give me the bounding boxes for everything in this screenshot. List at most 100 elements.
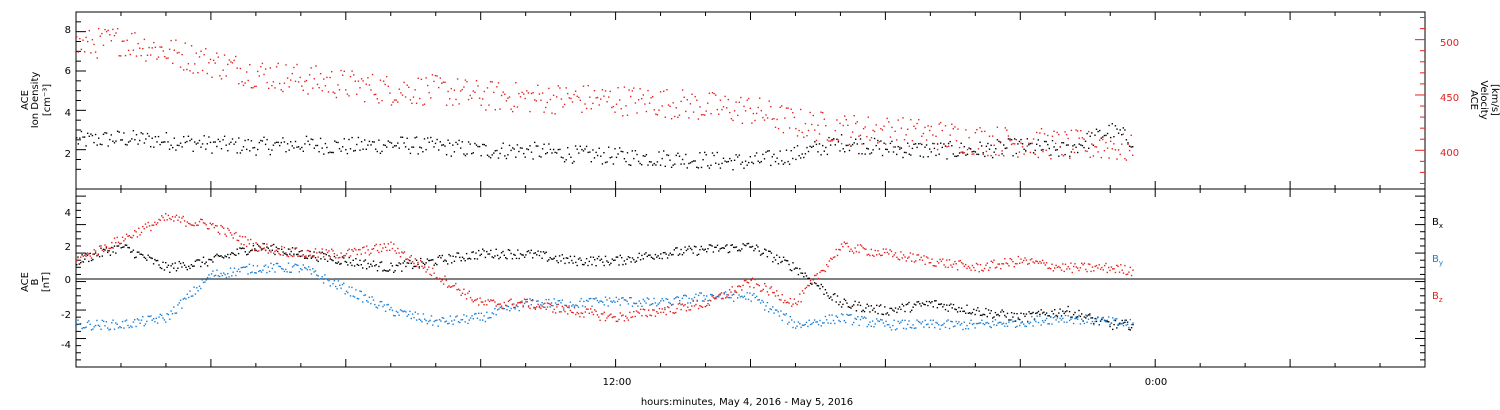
- bz-point: [294, 248, 296, 250]
- velocity-point: [958, 146, 961, 149]
- by-point: [1110, 322, 1113, 324]
- bz-point: [808, 285, 810, 287]
- by-point: [816, 321, 818, 323]
- by-point: [680, 304, 682, 306]
- bz-point: [668, 306, 670, 309]
- bx-point: [952, 303, 955, 306]
- density-point: [362, 148, 364, 150]
- bx-point: [301, 250, 303, 252]
- density-point: [1080, 144, 1082, 146]
- bx-point: [1125, 319, 1127, 321]
- bx-point: [580, 259, 582, 261]
- bz-point: [80, 256, 82, 258]
- by-point: [619, 304, 621, 306]
- bx-point: [870, 305, 872, 307]
- bz-point: [623, 320, 626, 322]
- bx-point: [274, 253, 276, 256]
- by-point: [552, 305, 554, 307]
- bx-point: [456, 252, 458, 254]
- p2-ytick-label: 0: [65, 275, 71, 286]
- velocity-point: [800, 108, 802, 111]
- velocity-point: [79, 37, 81, 40]
- bz-point: [820, 270, 822, 272]
- by-point: [206, 276, 209, 279]
- density-point: [494, 150, 496, 152]
- velocity-point: [759, 97, 761, 99]
- bx-point: [422, 262, 425, 264]
- density-point: [183, 136, 185, 138]
- density-point: [442, 144, 445, 146]
- density-point: [252, 147, 254, 149]
- by-point: [163, 319, 166, 321]
- velocity-point: [104, 28, 106, 31]
- bx-point: [612, 259, 615, 262]
- bx-point: [112, 251, 114, 253]
- bx-point: [615, 256, 617, 258]
- by-point: [677, 296, 680, 299]
- bx-point: [185, 266, 187, 268]
- bx-point: [100, 247, 102, 249]
- density-point: [179, 142, 182, 144]
- velocity-point: [532, 92, 534, 94]
- bz-point: [1126, 273, 1129, 275]
- velocity-point: [944, 125, 947, 127]
- bz-point: [769, 287, 771, 289]
- bz-point: [812, 279, 814, 281]
- bz-point: [351, 249, 353, 251]
- bz-point: [1125, 273, 1127, 276]
- bz-point: [291, 255, 294, 257]
- velocity-point: [881, 129, 884, 131]
- velocity-point: [515, 82, 517, 84]
- bx-point: [710, 244, 712, 246]
- density-point: [521, 147, 523, 149]
- density-point: [258, 141, 260, 144]
- by-point: [831, 314, 833, 316]
- bx-point: [607, 261, 609, 263]
- bx-point: [677, 254, 680, 256]
- bz-point: [229, 232, 232, 234]
- bz-point: [271, 244, 273, 246]
- bx-point: [1028, 311, 1030, 313]
- density-point: [976, 153, 978, 155]
- velocity-point: [567, 92, 569, 95]
- velocity-point: [839, 122, 841, 125]
- bx-point: [1075, 316, 1077, 318]
- bx-point: [917, 301, 920, 303]
- velocity-point: [115, 32, 117, 34]
- density-point: [568, 153, 570, 155]
- density-point: [947, 142, 950, 145]
- bx-point: [726, 244, 728, 246]
- velocity-point: [875, 124, 877, 126]
- density-point: [987, 142, 989, 145]
- density-point: [840, 134, 843, 136]
- by-point: [289, 271, 291, 273]
- density-point: [582, 150, 585, 152]
- by-point: [649, 304, 651, 306]
- velocity-point: [862, 128, 865, 130]
- by-point: [809, 323, 812, 326]
- density-point: [730, 160, 733, 162]
- bz-point: [527, 306, 530, 308]
- velocity-point: [976, 129, 978, 131]
- bz-point: [541, 305, 543, 307]
- by-point: [762, 301, 764, 303]
- density-point: [142, 133, 144, 135]
- density-point: [1034, 149, 1036, 152]
- bz-point: [136, 236, 139, 238]
- bx-point: [594, 259, 596, 261]
- bz-point: [1071, 271, 1073, 274]
- velocity-point: [1069, 157, 1071, 159]
- bx-point: [695, 246, 697, 248]
- density-point: [113, 142, 116, 144]
- by-point: [637, 305, 639, 307]
- density-point: [535, 145, 537, 147]
- bz-point: [722, 297, 724, 299]
- bz-point: [657, 312, 659, 314]
- bz-point: [796, 303, 798, 306]
- bx-point: [202, 256, 205, 258]
- velocity-point: [323, 78, 325, 80]
- bx-point: [121, 246, 124, 248]
- velocity-point: [576, 95, 578, 97]
- bx-point: [842, 303, 844, 306]
- bx-point: [676, 247, 678, 249]
